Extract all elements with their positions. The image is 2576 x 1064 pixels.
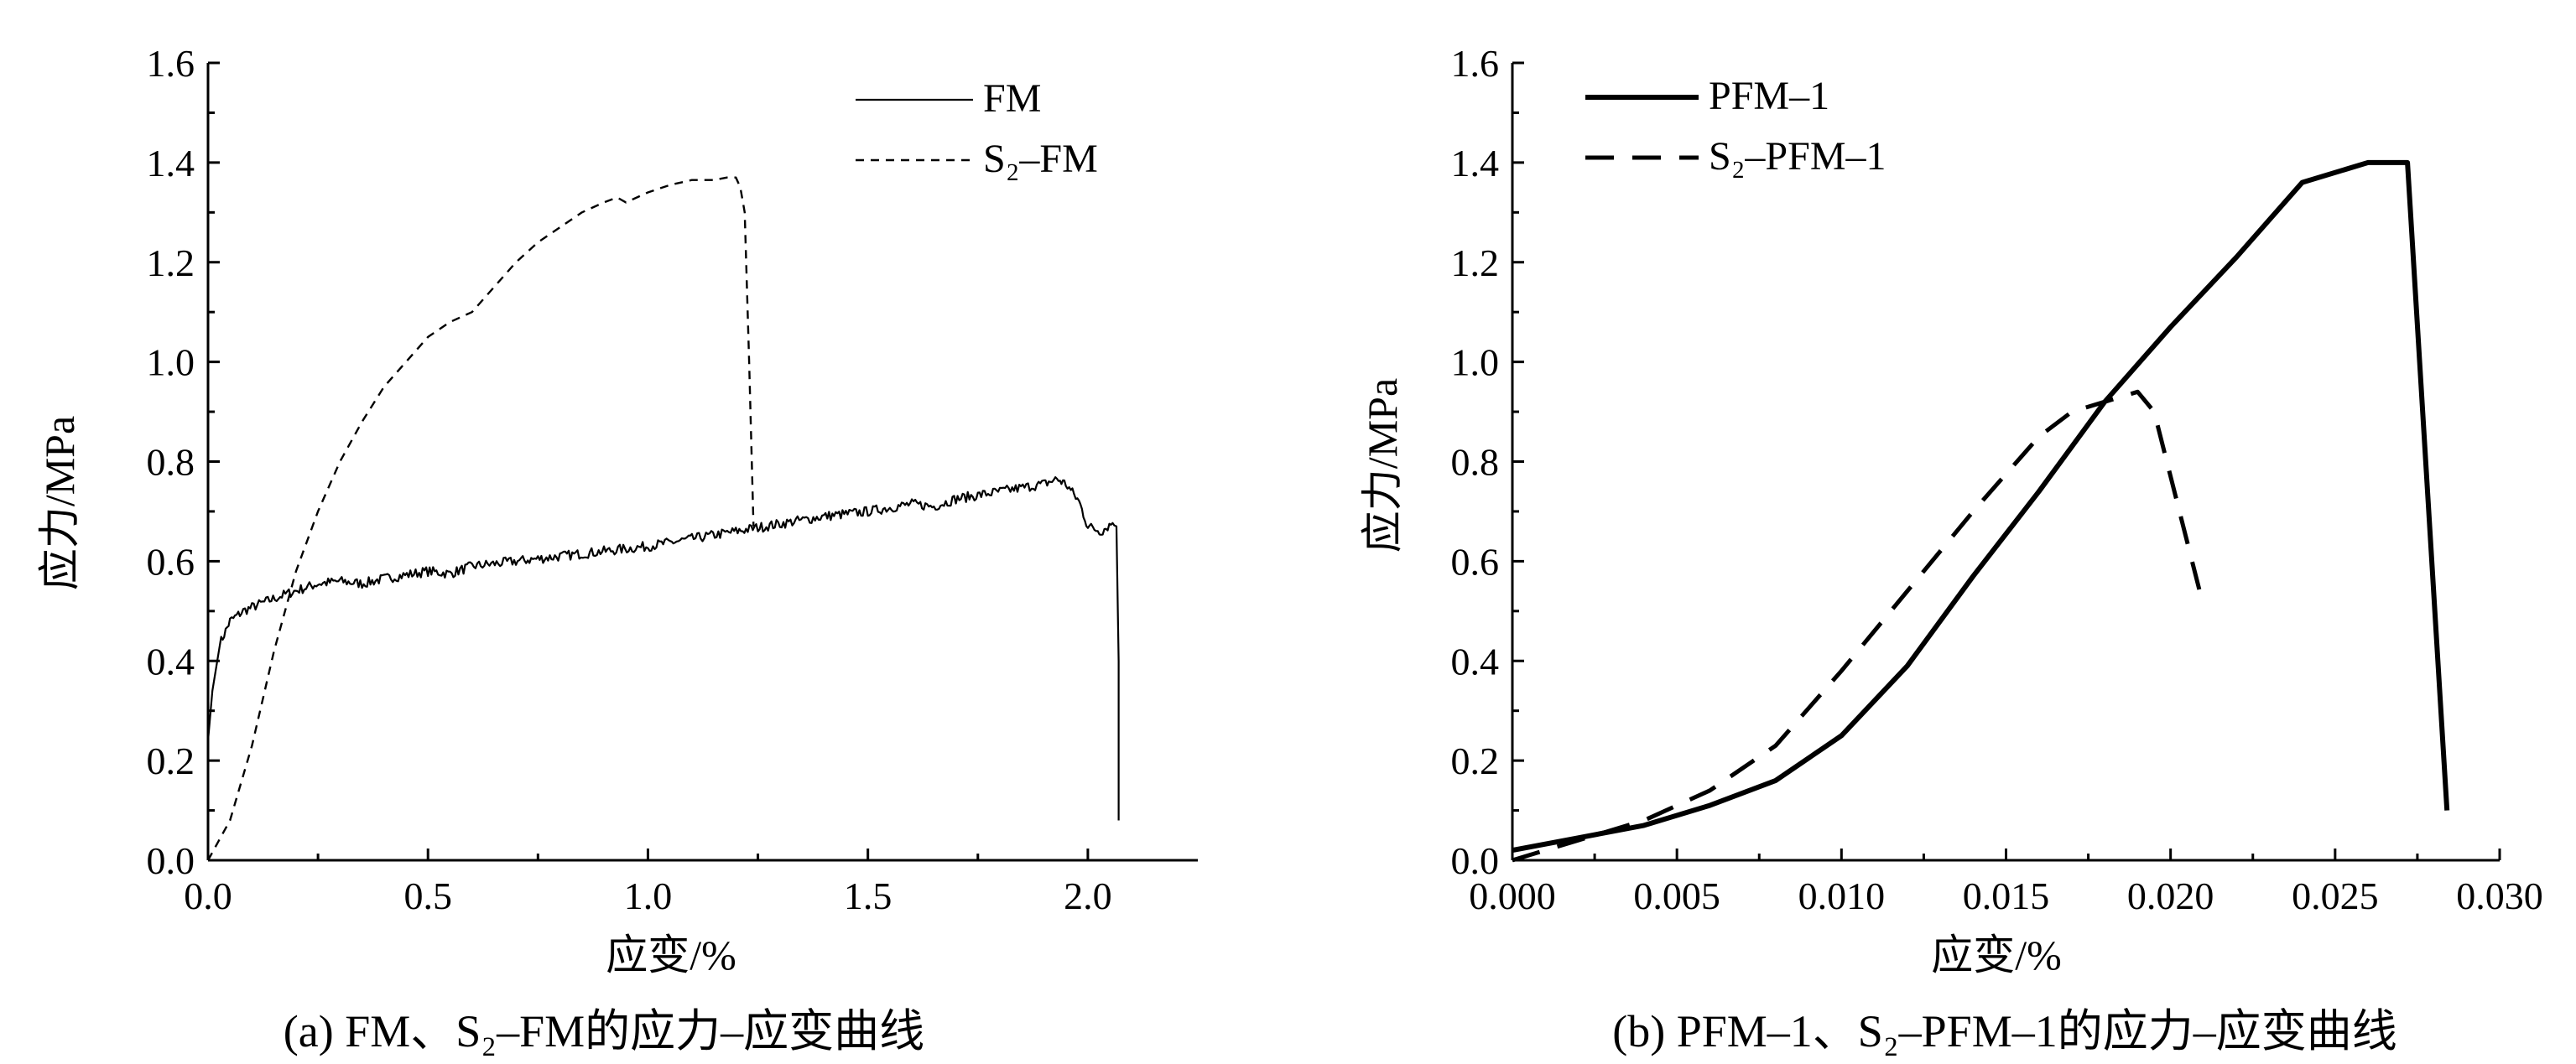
y-tick-label: 1.4: [1451, 142, 1500, 184]
y-tick-label: 0.4: [1451, 640, 1500, 683]
figure-caption: (a) FM、S₂–FM的应力–应变曲线: [284, 1006, 924, 1056]
chart-panel-b: 0.0 0.2 0.4 0.6 0.8 1.0 1.2 1.4 1.6 0.000 0.005 0.0…: [1359, 42, 2543, 1056]
x-tick-label: 0.015: [1963, 875, 2050, 917]
figure-caption: (b) PFM–1、S₂–PFM–1的应力–应变曲线: [1612, 1006, 2396, 1056]
y-tick-label: 0.8: [1451, 441, 1500, 484]
x-tick-label: 1.5: [844, 875, 892, 917]
legend-label-1: PFM–1: [1709, 74, 1829, 118]
y-tick-label: 0.0: [147, 839, 195, 882]
legend-label-1: FM: [983, 76, 1041, 121]
legend-label-2: S₂–PFM–1: [1709, 134, 1886, 179]
y-tick-label: 1.2: [147, 241, 195, 284]
y-tick-label: 1.0: [1451, 341, 1500, 384]
x-tick-label: 0.000: [1469, 875, 1556, 917]
series-line-2: [1512, 389, 2206, 863]
y-axis-label: 应力/MPa: [1359, 378, 1406, 553]
y-tick-label: 0.8: [147, 441, 195, 484]
x-tick-label: 0.5: [403, 875, 452, 917]
x-tick-label: 1.0: [624, 875, 673, 917]
y-tick-label: 1.6: [147, 42, 195, 85]
series-line-2: [206, 176, 755, 861]
x-tick-label: 0.030: [2456, 875, 2543, 917]
x-axis-label: 应变/%: [606, 932, 736, 978]
x-tick-label: 0.020: [2127, 875, 2214, 917]
x-tick-label: 0.025: [2292, 875, 2379, 917]
y-tick-label: 1.0: [147, 341, 195, 384]
y-tick-label: 0.2: [147, 740, 195, 782]
y-tick-label: 0.4: [147, 640, 195, 683]
y-tick-label: 1.2: [1451, 241, 1500, 284]
y-tick-label: 0.6: [1451, 540, 1500, 583]
x-tick-label: 0.005: [1633, 875, 1720, 917]
x-tick-label: 0.0: [184, 875, 232, 917]
x-tick-label: 2.0: [1064, 875, 1112, 917]
y-tick-label: 1.4: [147, 142, 195, 184]
y-tick-label: 0.2: [1451, 740, 1500, 782]
y-tick-label: 0.6: [147, 540, 195, 583]
y-tick-label: 1.6: [1451, 42, 1500, 85]
series-line-1: [206, 476, 1120, 821]
y-tick-label: 0.0: [1451, 839, 1500, 882]
legend-label-2: S₂–FM: [983, 137, 1098, 181]
y-axis-label: 应力/MPa: [36, 416, 83, 590]
series-line-1: [1512, 159, 2450, 854]
chart-panel-a: 0.0 0.2 0.4 0.6 0.8 1.0 1.2 1.4 1.6 0.0 0.5 1.0 1.5 2…: [36, 42, 1198, 1056]
x-tick-label: 0.010: [1798, 875, 1886, 917]
x-axis-label: 应变/%: [1931, 932, 2062, 978]
